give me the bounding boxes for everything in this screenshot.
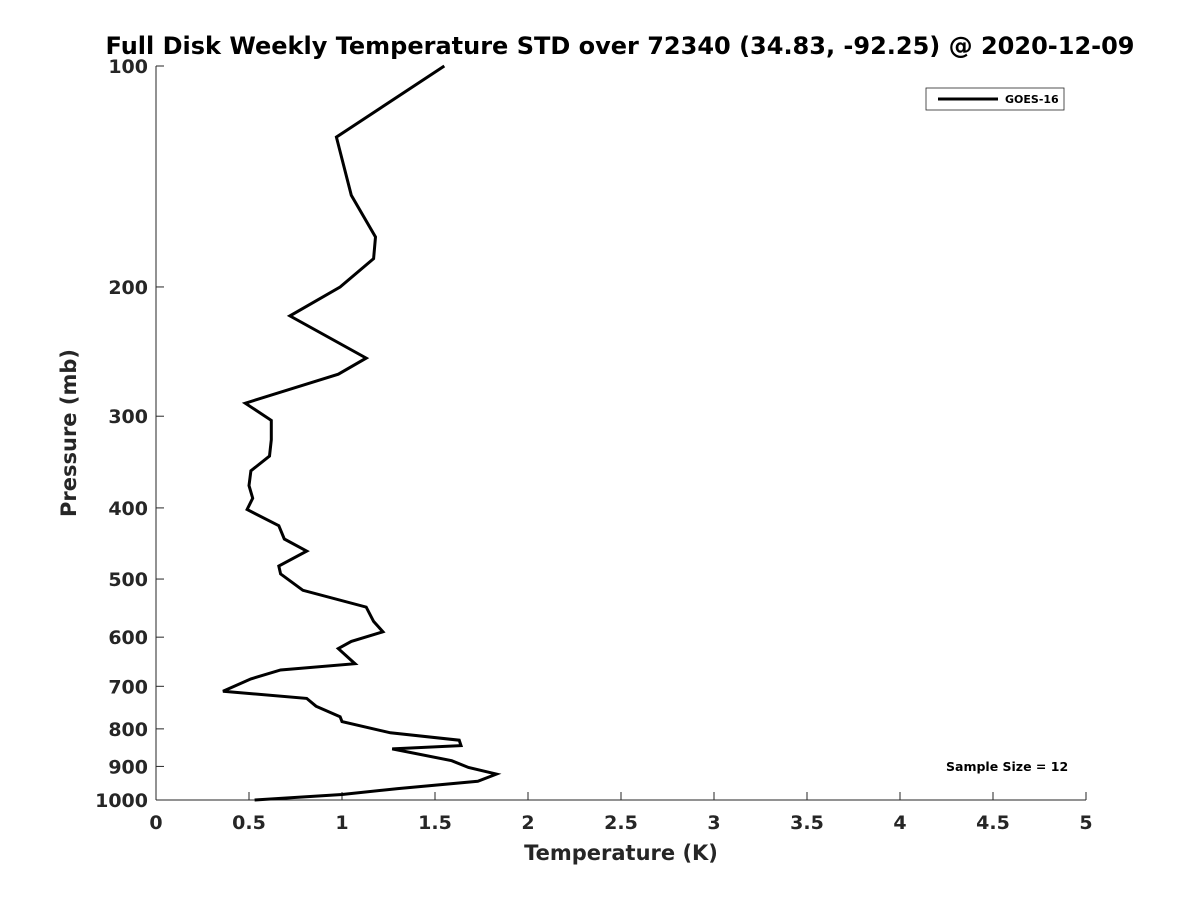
x-tick-label: 4.5 bbox=[976, 812, 1010, 834]
x-axis-label: Temperature (K) bbox=[524, 841, 718, 865]
x-tick-label: 3 bbox=[707, 812, 720, 834]
y-tick-label: 1000 bbox=[95, 790, 148, 812]
y-tick-label: 900 bbox=[108, 756, 148, 778]
legend-label: GOES-16 bbox=[1005, 93, 1059, 106]
x-tick-label: 0.5 bbox=[232, 812, 266, 834]
x-tick-label: 2 bbox=[521, 812, 534, 834]
y-tick-label: 700 bbox=[108, 676, 148, 698]
x-axis: 0 0.5 1 1.5 2 2.5 3 3.5 4 4.5 5 bbox=[149, 792, 1093, 834]
x-tick-label: 1 bbox=[335, 812, 348, 834]
y-tick-label: 200 bbox=[108, 277, 148, 299]
y-tick-label: 600 bbox=[108, 627, 148, 649]
sample-size-annotation: Sample Size = 12 bbox=[946, 759, 1068, 774]
y-tick-label: 100 bbox=[108, 56, 148, 78]
x-tick-label: 1.5 bbox=[418, 812, 452, 834]
x-tick-label: 2.5 bbox=[604, 812, 638, 834]
x-tick-label: 5 bbox=[1079, 812, 1092, 834]
series-line-goes-16 bbox=[222, 64, 502, 802]
series-layer bbox=[222, 64, 502, 802]
y-axis-label: Pressure (mb) bbox=[57, 349, 81, 517]
x-tick-label: 0 bbox=[149, 812, 162, 834]
chart-title: Full Disk Weekly Temperature STD over 72… bbox=[106, 32, 1135, 60]
y-tick-label: 800 bbox=[108, 719, 148, 741]
y-axis: 100 200 300 400 500 600 700 800 900 1000 bbox=[95, 56, 164, 812]
x-tick-label: 4 bbox=[893, 812, 906, 834]
y-tick-label: 500 bbox=[108, 569, 148, 591]
x-tick-label: 3.5 bbox=[790, 812, 824, 834]
y-tick-label: 400 bbox=[108, 498, 148, 520]
legend: GOES-16 bbox=[925, 87, 1065, 111]
y-tick-label: 300 bbox=[108, 406, 148, 428]
